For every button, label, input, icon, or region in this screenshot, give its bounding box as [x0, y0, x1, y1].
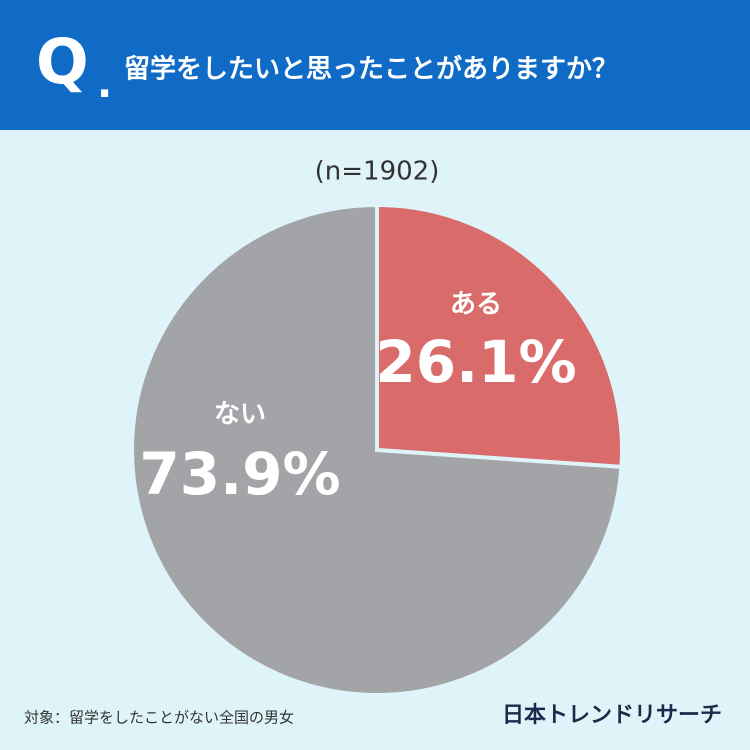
q-dot: .	[97, 61, 112, 107]
header	[0, 0, 750, 130]
slice-category: ない	[214, 400, 266, 430]
slice-value-label: 73.9%	[139, 440, 340, 508]
brand: 日本トレンドリサーチ	[502, 703, 722, 728]
pie-slice	[130, 202, 624, 697]
slice-value-label: 26.1%	[375, 328, 576, 396]
slice-category: ある	[450, 290, 502, 320]
chart-title: 留学をしたいと思ったことがありますか？	[124, 54, 618, 85]
q-mark: Q	[36, 25, 89, 98]
subtitle: (n=1902)	[315, 157, 440, 187]
footnote: 対象：留学をしたことがない全国の男女	[24, 709, 294, 727]
pie-slice	[375, 202, 624, 470]
